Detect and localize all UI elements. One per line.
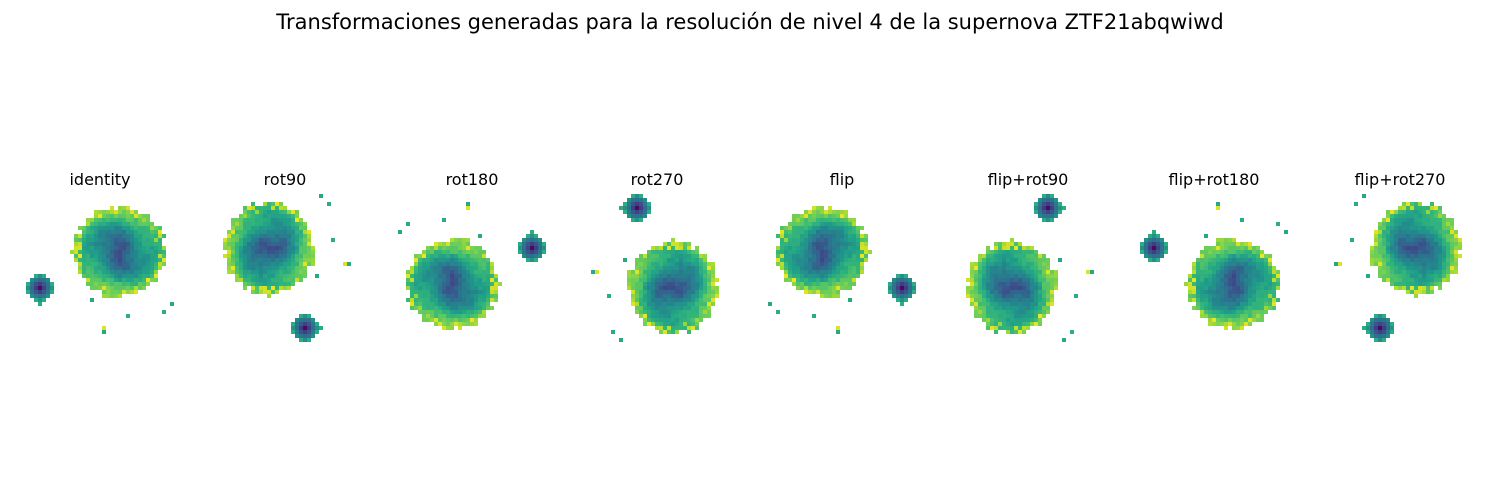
figure-title: Transformaciones generadas para la resol…	[276, 10, 1224, 34]
panel-title: rot180	[445, 170, 499, 189]
supernova-image	[579, 190, 735, 346]
panel-title: rot270	[630, 170, 684, 189]
panel-title: rot90	[263, 170, 307, 189]
panel-title: flip+rot90	[987, 170, 1069, 189]
panel-flip: flip	[764, 168, 920, 368]
supernova-image	[950, 190, 1106, 346]
panel-rot180: rot180	[394, 168, 550, 368]
supernova-image	[207, 190, 363, 346]
panel-flip-rot90: flip+rot90	[950, 168, 1106, 368]
panel-title: identity	[69, 170, 131, 189]
panel-flip-rot180: flip+rot180	[1136, 168, 1292, 368]
supernova-image	[1136, 190, 1292, 346]
supernova-image	[764, 190, 920, 346]
panel-title: flip+rot180	[1168, 170, 1260, 189]
supernova-image	[1322, 190, 1478, 346]
panel-title: flip	[829, 170, 855, 189]
supernova-image	[394, 190, 550, 346]
panel-rot270: rot270	[579, 168, 735, 368]
panel-rot90: rot90	[207, 168, 363, 368]
panel-flip-rot270: flip+rot270	[1322, 168, 1478, 368]
panel-identity: identity	[22, 168, 178, 368]
panel-title: flip+rot270	[1354, 170, 1446, 189]
supernova-image	[22, 190, 178, 346]
